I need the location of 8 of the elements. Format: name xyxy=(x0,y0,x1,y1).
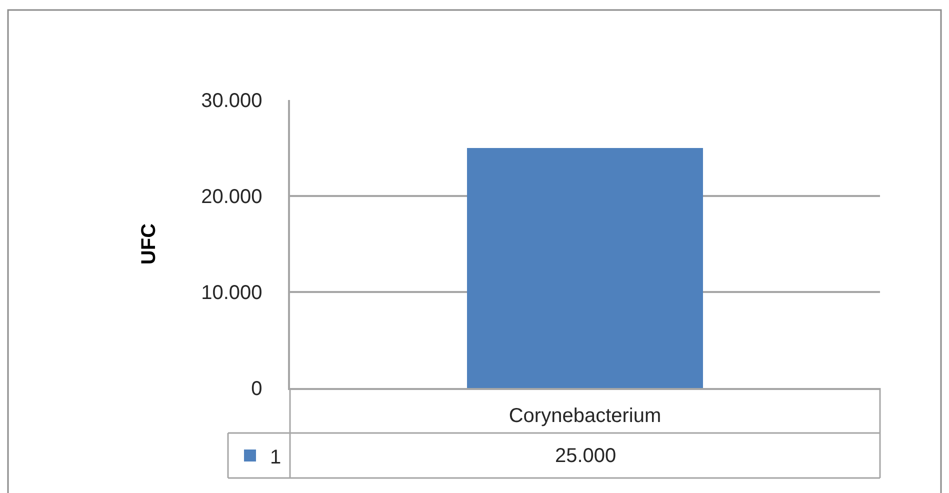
y-tick-label: 10.000 xyxy=(201,282,262,304)
y-tick-label: 30.000 xyxy=(201,90,262,112)
data-label: 25.000 xyxy=(555,445,616,467)
y-tick-label: 20.000 xyxy=(201,186,262,208)
y-axis-title: UFC xyxy=(138,223,160,265)
x-tick-label: Corynebacterium xyxy=(508,404,662,427)
legend-label: 1 xyxy=(270,446,282,468)
y-tick-label: 0 xyxy=(251,378,262,400)
